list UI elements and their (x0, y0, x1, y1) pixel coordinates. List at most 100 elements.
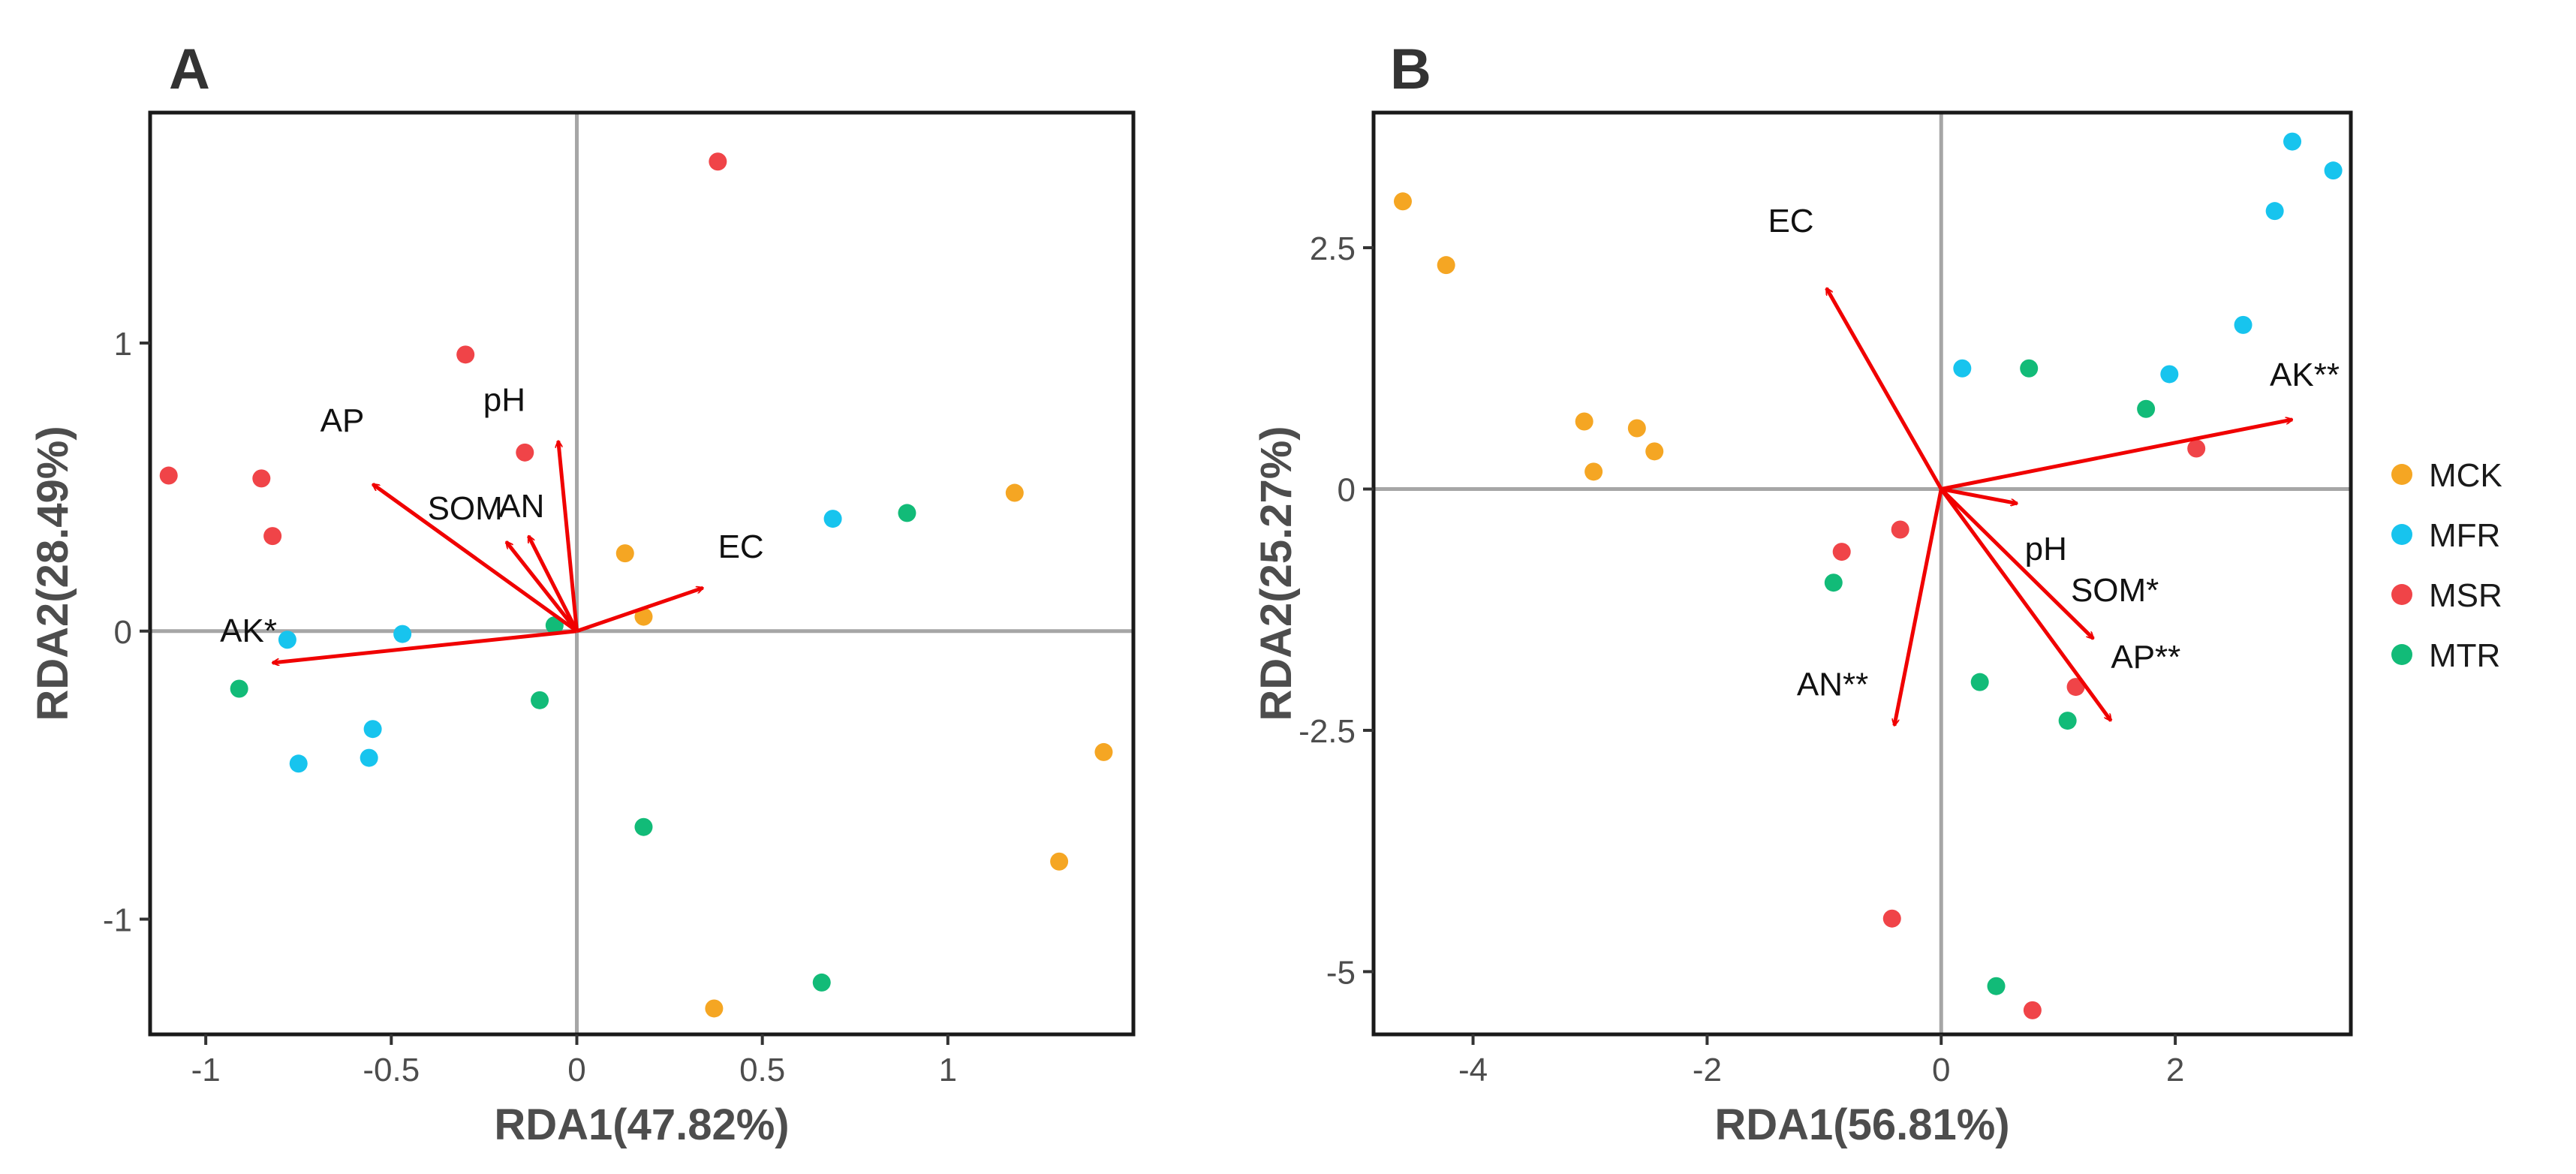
panel-b-point-mck-5 (1645, 442, 1664, 461)
panel-a-point-mtr-4 (634, 817, 653, 836)
panel-a-point-mfr-5 (360, 748, 378, 767)
panel-a-y-axis-title: RDA2(28.49%) (29, 426, 77, 721)
panel-a-vector-label-ec: EC (718, 528, 764, 565)
panel-a-point-mck-2 (634, 607, 653, 626)
panel-b-point-msr-2 (1832, 543, 1851, 561)
panel-a-point-mfr-6 (823, 510, 842, 528)
panel-a-vector-label-ph: pH (483, 381, 525, 418)
panel-b-point-mtr-1 (2020, 359, 2039, 378)
panel-b-vector-ap (1940, 488, 2113, 721)
panel-a-point-msr-1 (709, 152, 727, 171)
panel-a-ytick-label-2: 0 (114, 614, 132, 651)
panel-b-point-mck-4 (1627, 419, 1646, 438)
panel-a-point-mck-4 (1094, 742, 1113, 761)
panel-a-vector-label-ap: AP (320, 402, 365, 439)
panel-a-point-mck-5 (1050, 852, 1069, 871)
panel-b-vector-ph (1940, 487, 2017, 503)
legend-label-msr: MSR (2429, 577, 2502, 614)
panel-a-point-mtr-3 (531, 691, 549, 709)
panel-b-frame (1371, 110, 2353, 1037)
panel-b-point-mck-1 (1393, 192, 1412, 211)
legend-swatch-mtr (2391, 644, 2412, 665)
panel-a-xtick-label-2: -0.5 (363, 1052, 420, 1088)
panel-a-point-msr-5 (252, 469, 271, 488)
panel-b-vector-label-ph: pH (2025, 531, 2067, 567)
panel-a-x-axis-title: RDA1(47.82%) (494, 1100, 789, 1149)
legend-swatch-mfr (2391, 524, 2412, 545)
panel-b-point-mtr-6 (1987, 977, 2006, 995)
panel-b-point-msr-6 (2023, 1001, 2042, 1019)
panel-a-vector-ec (576, 588, 703, 634)
panel-b-point-mfr-5 (2160, 365, 2179, 384)
panel-a-point-mck-1 (615, 544, 634, 563)
panel-a-point-mtr-5 (812, 973, 831, 992)
panel-a-ytick-label-3: 1 (114, 326, 132, 363)
panel-b-letter: B (1390, 38, 1431, 101)
legend: MCK MFR MSR MTR (2391, 457, 2502, 674)
panel-a-xtick-label-3: 0 (567, 1052, 585, 1088)
panel-b-vector-label-ap: AP** (2111, 639, 2180, 676)
panel-b-xtick-label-4: 2 (2166, 1052, 2184, 1088)
panel-b-point-mfr-1 (2283, 132, 2302, 151)
panel-b-point-msr-4 (2066, 678, 2085, 697)
panel-a-vector-som (504, 542, 579, 633)
panel-a-point-msr-6 (263, 527, 282, 546)
panel-a-point-mfr-2 (393, 625, 412, 643)
legend-swatch-msr (2391, 584, 2412, 605)
panel-b-vector-label-ec: EC (1768, 203, 1813, 239)
panel-a-point-mfr-1 (278, 631, 296, 649)
panel-a-xtick-label-4: 0.5 (739, 1052, 785, 1088)
panel-b-vector-label-som: SOM* (2071, 572, 2159, 609)
panel-b-vector-label-an: AN** (1797, 667, 1868, 703)
panel-a-vector-label-som: SOM (428, 490, 503, 527)
panel-a-point-msr-4 (159, 466, 178, 485)
panel-b-ytick-label-1: -5 (1326, 954, 1356, 991)
panel-a-point-mtr-1 (545, 616, 564, 635)
legend-label-mck: MCK (2429, 457, 2502, 494)
panel-b-point-mtr-5 (2058, 712, 2077, 730)
panel-b-vector-an (1894, 489, 1943, 725)
panel-a-vector-ak (272, 629, 577, 663)
panel-a-point-mck-6 (705, 999, 724, 1018)
panel-b-point-mfr-6 (1953, 359, 1972, 378)
panel-a-point-mfr-4 (289, 754, 308, 773)
panel-b-point-mck-6 (1584, 462, 1603, 481)
panel-b-ytick-label-2: -2.5 (1299, 713, 1356, 750)
panel-b-vector-ak (1940, 420, 2292, 491)
panel-a-point-msr-3 (516, 443, 534, 462)
panel-a-vector-ph (558, 441, 579, 631)
legend-swatch-mck (2391, 464, 2412, 485)
panel-b-point-mtr-3 (1824, 573, 1843, 592)
panel-b-x-axis-title: RDA1(56.81%) (1714, 1100, 2009, 1149)
panel-b-point-mfr-4 (2234, 315, 2252, 334)
panel-a-point-mtr-2 (230, 679, 248, 698)
panel-b-vector-som (1940, 487, 2093, 638)
panel-b-vector-ec (1825, 288, 1943, 490)
panel-b-point-mfr-3 (2265, 202, 2284, 221)
panel-a-vector-an (526, 536, 579, 632)
panel-a-point-msr-2 (456, 345, 475, 364)
panel-a-frame (148, 110, 1136, 1037)
panel-b-point-msr-3 (1891, 520, 1909, 539)
panel-b-ytick-label-4: 2.5 (1310, 230, 1356, 267)
panel-b-point-mfr-2 (2324, 161, 2343, 180)
panel-b-vector-label-ak: AK** (2270, 357, 2340, 393)
panel-a-vector-label-ak: AK* (220, 613, 277, 649)
panel-a-xtick-label-5: 1 (939, 1052, 957, 1088)
panel-b-ytick-label-3: 0 (1338, 471, 1356, 508)
panel-a-vector-label-an: AN (498, 488, 544, 525)
panel-a-point-mfr-3 (363, 720, 382, 739)
legend-label-mtr: MTR (2429, 637, 2500, 674)
panel-b-point-mck-2 (1437, 256, 1455, 275)
panel-a-letter: A (169, 38, 210, 101)
panel-a-ytick-label-1: -1 (103, 902, 132, 939)
panel-b-point-mck-3 (1575, 412, 1593, 431)
panel-b-point-mtr-4 (1970, 673, 1989, 691)
panel-b-point-msr-1 (2187, 439, 2206, 458)
panel-b-xtick-label-3: 0 (1932, 1052, 1950, 1088)
panel-b-xtick-label-1: -4 (1458, 1052, 1488, 1088)
panel-b-point-msr-5 (1882, 909, 1901, 928)
